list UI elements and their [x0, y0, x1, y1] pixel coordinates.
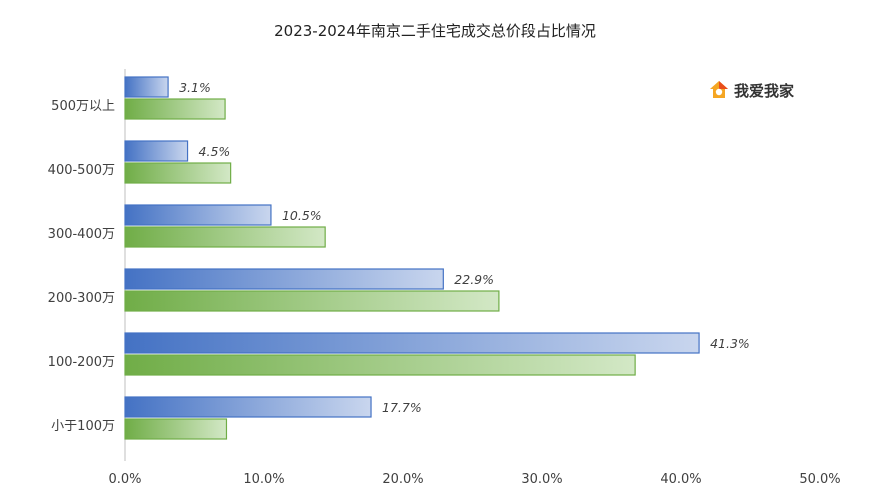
bar-series-1 — [124, 76, 169, 98]
data-label: 22.9% — [454, 272, 494, 287]
brand-name: 我爱我家 — [734, 81, 795, 100]
data-label: 3.1% — [179, 80, 211, 95]
category-label: 300-400万 — [48, 227, 115, 242]
category-label: 400-500万 — [48, 163, 115, 178]
x-tick-label: 0.0% — [108, 472, 141, 487]
data-label: 4.5% — [199, 144, 231, 159]
chart-title: 2023-2024年南京二手住宅成交总价段占比情况 — [274, 22, 596, 40]
category-label: 100-200万 — [48, 355, 115, 370]
bar-series-2 — [124, 418, 228, 440]
bar-series-2 — [124, 354, 636, 376]
category-label: 小于100万 — [51, 419, 115, 434]
bar-series-2 — [124, 162, 232, 184]
brand-logo: 我爱我家 — [708, 78, 794, 102]
x-tick-label: 20.0% — [382, 472, 423, 487]
house-logo-icon — [710, 81, 728, 98]
bar-series-1 — [124, 332, 700, 354]
plot-area: 500万以上 3.1% 400-500万 4.5% 300-400万 10.5% 200-3… — [48, 69, 841, 487]
data-label: 41.3% — [710, 336, 750, 351]
x-tick-label: 10.0% — [243, 472, 284, 487]
x-tick-label: 40.0% — [660, 472, 701, 487]
bar-series-2 — [124, 226, 326, 248]
category-label: 500万以上 — [51, 99, 115, 114]
bar-series-1 — [124, 204, 272, 226]
data-label: 17.7% — [382, 400, 422, 415]
bar-series-2 — [124, 98, 226, 120]
x-tick-label: 30.0% — [521, 472, 562, 487]
bar-series-1 — [124, 396, 372, 418]
bar-series-1 — [124, 140, 189, 162]
x-tick-label: 50.0% — [799, 472, 840, 487]
data-label: 10.5% — [282, 208, 322, 223]
bar-series-1 — [124, 268, 444, 290]
bar-series-2 — [124, 290, 500, 312]
category-label: 200-300万 — [48, 291, 115, 306]
